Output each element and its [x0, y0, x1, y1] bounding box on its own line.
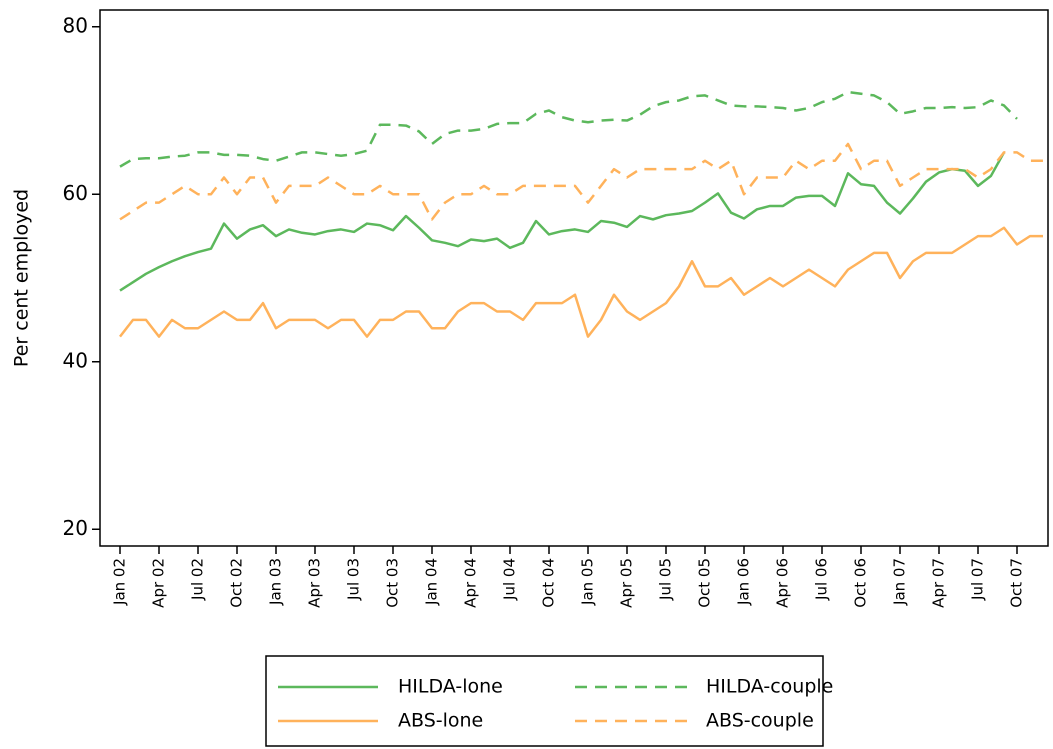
x-tick-label: Oct 07: [1008, 558, 1026, 608]
x-tick-label: Apr 04: [462, 558, 480, 608]
x-tick-label: Jul 06: [813, 558, 831, 601]
series-line: [119, 142, 1043, 221]
x-tick-label: Apr 02: [150, 558, 168, 608]
x-tick-label: Apr 07: [930, 558, 948, 608]
y-tick-label: 40: [63, 348, 88, 372]
x-tick-label: Oct 02: [228, 558, 246, 608]
x-tick-label: Jul 02: [189, 558, 207, 601]
legend-label: HILDA-lone: [398, 676, 503, 698]
x-tick-label: Jan 02: [111, 558, 129, 606]
x-tick-label: Jan 03: [267, 558, 285, 606]
x-tick-label: Jan 04: [423, 558, 441, 606]
x-tick-label: Oct 03: [384, 558, 402, 608]
x-tick-label: Apr 06: [774, 558, 792, 608]
x-tick-label: Jan 07: [891, 558, 909, 606]
x-tick-label: Apr 05: [618, 558, 636, 608]
x-tick-label: Jul 07: [969, 558, 987, 601]
legend-label: ABS-couple: [706, 710, 814, 732]
x-tick-label: Oct 06: [852, 558, 870, 608]
x-tick-label: Jul 04: [501, 558, 519, 601]
legend-label: HILDA-couple: [706, 676, 833, 698]
x-tick-label: Oct 04: [540, 558, 558, 608]
x-tick-label: Jan 05: [579, 558, 597, 606]
y-axis-label: Per cent employed: [11, 189, 33, 367]
x-tick-label: Jul 03: [345, 558, 363, 601]
y-tick-label: 20: [63, 516, 88, 540]
x-tick-label: Apr 03: [306, 558, 324, 608]
legend-label: ABS-lone: [398, 710, 483, 732]
series-line: [119, 90, 1018, 168]
y-tick-label: 60: [63, 181, 88, 205]
series-line: [119, 226, 1043, 338]
series-line: [119, 151, 1006, 292]
x-tick-label: Jan 06: [735, 558, 753, 606]
x-tick-label: Jul 05: [657, 558, 675, 601]
y-tick-label: 80: [63, 13, 88, 37]
x-tick-label: Oct 05: [696, 558, 714, 608]
legend: [265, 655, 824, 747]
plot-frame: [99, 9, 1049, 547]
